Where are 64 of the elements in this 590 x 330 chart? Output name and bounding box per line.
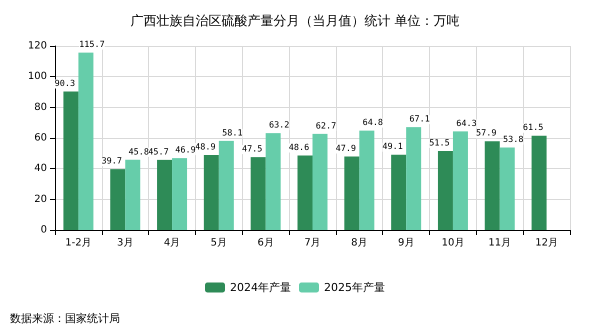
- data-label: 61.5: [522, 123, 544, 134]
- x-tick-label: 12月: [535, 238, 558, 248]
- data-label: 48.9: [195, 142, 216, 153]
- x-tick-label: 7月: [304, 238, 321, 248]
- data-label: 64.8: [362, 118, 384, 128]
- bar: [484, 141, 500, 230]
- x-tick-label: 10月: [442, 238, 464, 248]
- chart-title: 广西壮族自治区硫酸产量分月（当月值）统计 单位：万吨: [130, 14, 460, 29]
- x-tick-label: 4月: [164, 238, 180, 248]
- bar: [204, 155, 219, 230]
- legend-label: 2025年产量: [324, 281, 385, 294]
- x-tick-label: 6月: [257, 238, 274, 248]
- data-label: 63.2: [268, 120, 290, 131]
- x-tick-label: 11月: [488, 238, 512, 248]
- x-tick-label: 8月: [351, 238, 368, 248]
- data-label: 47.9: [336, 144, 356, 154]
- y-tick-label: 20: [34, 194, 47, 205]
- bar: [172, 158, 188, 230]
- bar: [344, 156, 360, 230]
- legend-label: 2024年产量: [230, 281, 292, 294]
- bar: [266, 133, 281, 230]
- bar: [438, 151, 453, 230]
- y-tick-label: 0: [40, 224, 47, 236]
- bar: [157, 160, 172, 230]
- bar: [532, 136, 547, 230]
- x-tick-label: 3月: [117, 238, 134, 248]
- y-tick-label: 60: [34, 132, 47, 144]
- y-tick-label: 40: [34, 163, 47, 174]
- data-label: 45.8: [128, 147, 149, 158]
- bar: [406, 127, 422, 230]
- data-label: 57.9: [476, 128, 497, 139]
- data-label: 53.8: [503, 135, 524, 146]
- bar: [298, 155, 312, 230]
- x-tick-label: 9月: [398, 238, 414, 248]
- y-tick-label: 100: [28, 71, 47, 82]
- x-tick-label: 5月: [210, 238, 228, 248]
- x-tick-label: 1-2月: [65, 238, 92, 248]
- bar: [218, 140, 234, 230]
- data-label: 39.7: [101, 156, 122, 167]
- bar: [391, 154, 406, 230]
- data-label: 48.6: [288, 142, 310, 153]
- data-label: 64.3: [456, 118, 477, 129]
- y-tick-label: 120: [28, 40, 47, 52]
- data-label: 46.9: [175, 146, 196, 156]
- data-label: 47.5: [242, 144, 262, 155]
- data-label: 49.1: [382, 142, 403, 152]
- bar: [125, 160, 140, 230]
- bar: [500, 148, 515, 230]
- bar: [250, 157, 266, 230]
- data-label: 62.7: [316, 121, 336, 132]
- data-label: 67.1: [409, 114, 430, 125]
- data-label: 45.7: [148, 147, 169, 158]
- data-label: 51.5: [429, 138, 450, 149]
- bar: [359, 130, 374, 230]
- bar: [63, 92, 78, 230]
- bar: [110, 169, 126, 230]
- y-tick-label: 80: [34, 102, 47, 113]
- data-label: 115.7: [79, 40, 105, 50]
- bar: [78, 52, 94, 230]
- data-label: 90.3: [54, 79, 76, 90]
- bar: [452, 131, 468, 230]
- data-label: 58.1: [222, 128, 243, 138]
- bar: [312, 134, 328, 230]
- source-note: 数据来源：国家统计局: [10, 312, 120, 325]
